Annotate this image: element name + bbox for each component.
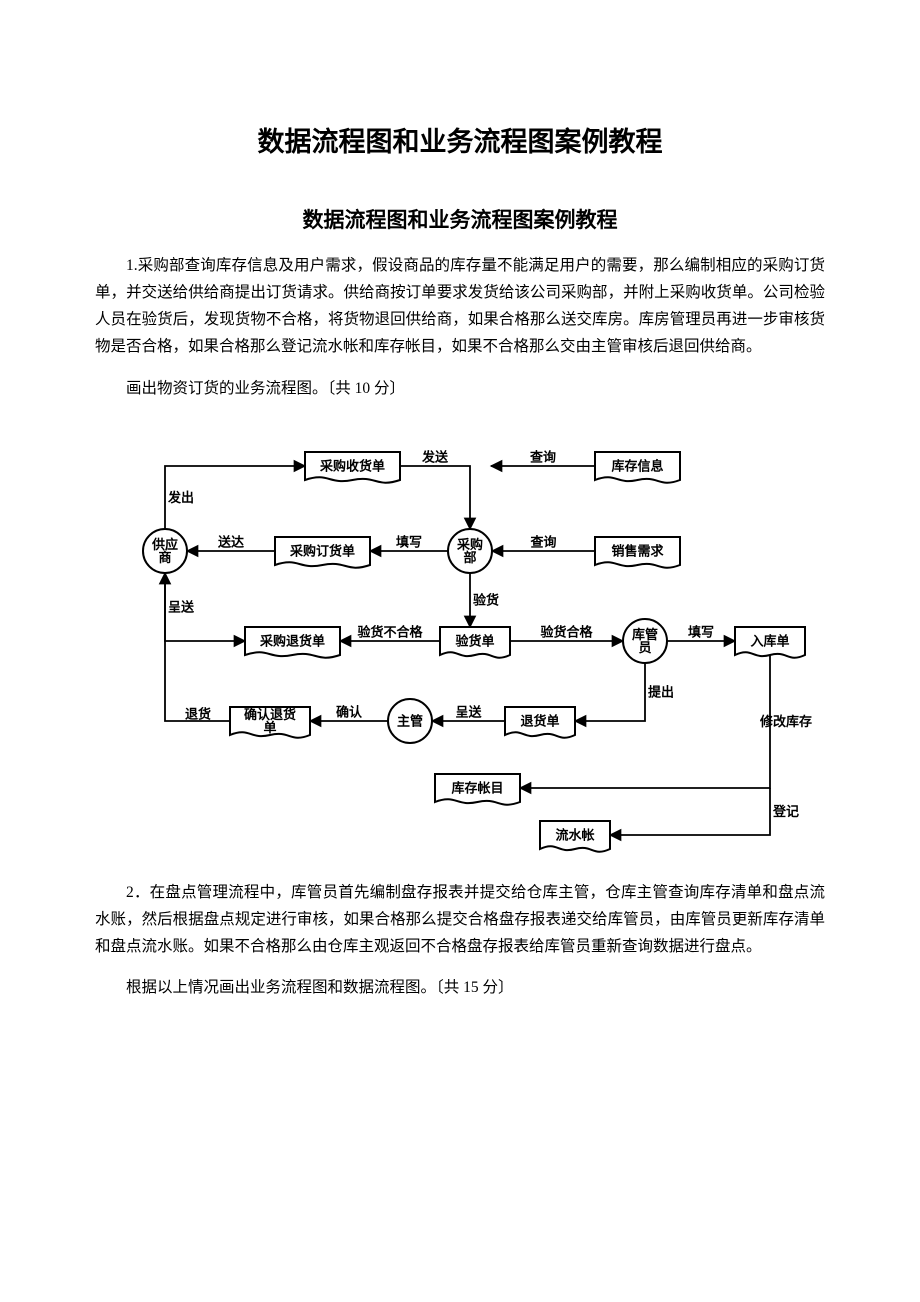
svg-text:员: 员 — [638, 640, 651, 655]
svg-text:填写: 填写 — [688, 624, 714, 639]
svg-text:修改库存: 修改库存 — [759, 714, 812, 729]
svg-text:验货不合格: 验货不合格 — [357, 624, 423, 639]
svg-text:部: 部 — [463, 550, 476, 565]
svg-text:商: 商 — [158, 550, 171, 565]
svg-text:库存信息: 库存信息 — [611, 458, 663, 473]
svg-text:销售需求: 销售需求 — [611, 543, 664, 558]
svg-text:验货合格: 验货合格 — [540, 624, 593, 639]
page-title: 数据流程图和业务流程图案例教程 — [95, 120, 825, 159]
paragraph-1: 1.采购部查询库存信息及用户需求，假设商品的库存量不能满足用户的需要，那么编制相… — [95, 252, 825, 361]
svg-text:退货单: 退货单 — [520, 713, 559, 728]
svg-text:填写: 填写 — [396, 534, 422, 549]
svg-text:退货: 退货 — [185, 706, 211, 721]
flowchart-diagram: 发出发送查询送达填写查询验货呈送验货不合格验货合格填写提出呈送确认退货修改库存登… — [95, 416, 825, 861]
paragraph-2: 画出物资订货的业务流程图。〔共 10 分〕 — [95, 375, 825, 402]
svg-text:查询: 查询 — [529, 449, 556, 464]
svg-text:入库单: 入库单 — [750, 633, 789, 648]
svg-text:采购退货单: 采购退货单 — [259, 633, 325, 648]
svg-text:流水帐: 流水帐 — [555, 827, 594, 842]
svg-text:发出: 发出 — [167, 490, 194, 505]
svg-text:库存帐目: 库存帐目 — [451, 780, 503, 795]
svg-text:呈送: 呈送 — [455, 704, 482, 719]
svg-text:确认: 确认 — [336, 704, 363, 719]
svg-text:验货单: 验货单 — [455, 633, 494, 648]
svg-text:验货: 验货 — [473, 592, 499, 607]
svg-text:呈送: 呈送 — [168, 599, 195, 614]
svg-text:采购订货单: 采购订货单 — [289, 543, 355, 558]
svg-text:提出: 提出 — [648, 684, 674, 699]
svg-text:发送: 发送 — [421, 449, 449, 464]
svg-text:主管: 主管 — [397, 713, 423, 728]
svg-text:送达: 送达 — [217, 534, 244, 549]
paragraph-4: 根据以上情况画出业务流程图和数据流程图。〔共 15 分〕 — [95, 974, 825, 1001]
paragraph-3: 2．在盘点管理流程中，库管员首先编制盘存报表并提交给仓库主管，仓库主管查询库存清… — [95, 879, 825, 960]
page-subtitle: 数据流程图和业务流程图案例教程 — [95, 204, 825, 234]
svg-text:采购收货单: 采购收货单 — [319, 458, 385, 473]
svg-text:登记: 登记 — [772, 804, 799, 819]
svg-text:单: 单 — [263, 720, 276, 735]
svg-text:查询: 查询 — [529, 534, 556, 549]
